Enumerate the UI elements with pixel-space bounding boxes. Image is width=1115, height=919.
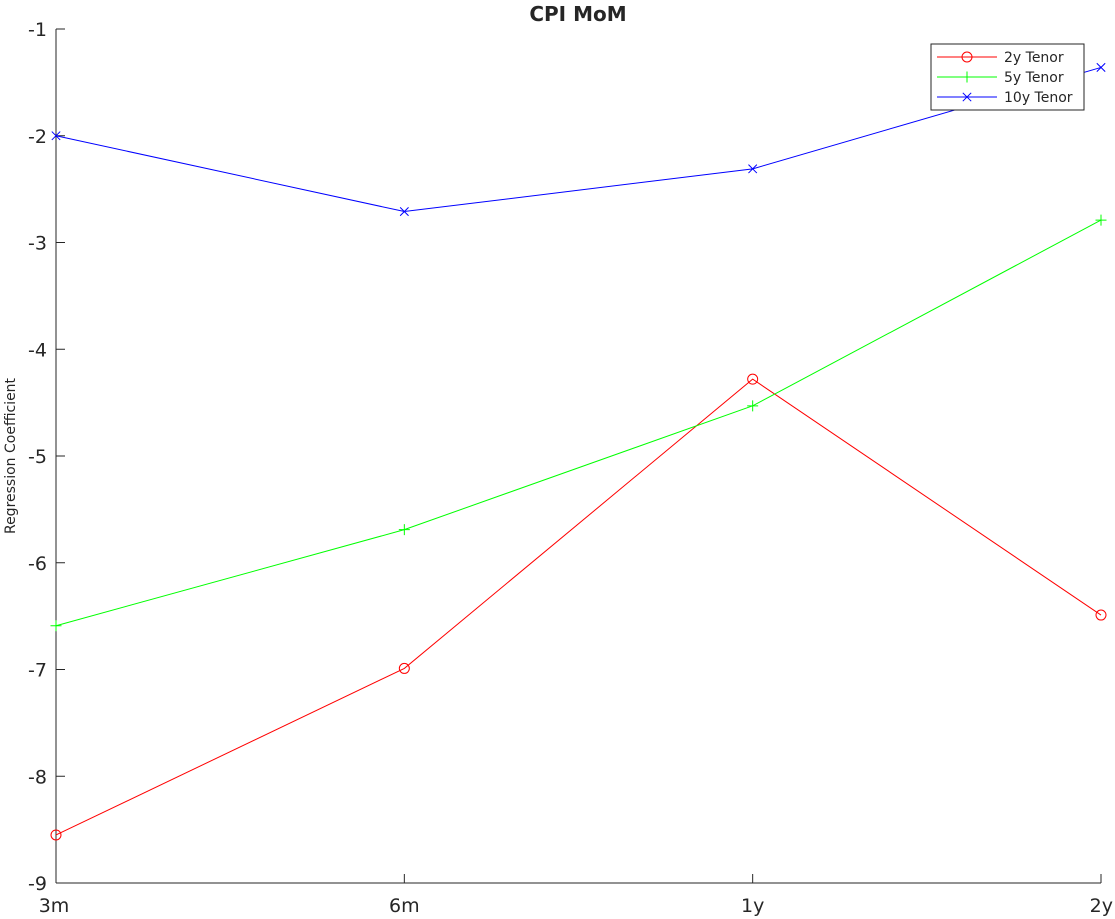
y-tick-label: -5 <box>28 446 47 468</box>
data-point-2y-tenor <box>50 829 62 841</box>
y-tick-label: -6 <box>28 553 47 575</box>
legend-marker-2y-tenor <box>961 51 973 63</box>
x-tick-label: 6m <box>389 895 420 917</box>
data-point-10y-tenor <box>51 131 61 141</box>
series-10y-tenor <box>51 62 1106 217</box>
legend-label-5y-tenor: 5y Tenor <box>1004 70 1064 86</box>
legend-marker-10y-tenor <box>962 92 972 102</box>
axes: -1 -2 -3 -4 -5 -6 -7 -8 -93m 6m 1y 2y <box>28 19 1113 917</box>
series-line-10y-tenor <box>55 66 1102 213</box>
data-point-5y-tenor <box>398 524 410 536</box>
data-point-2y-tenor <box>747 373 759 385</box>
data-point-2y-tenor <box>1095 609 1107 621</box>
y-tick-label: -3 <box>28 233 47 255</box>
data-point-5y-tenor <box>1095 214 1107 226</box>
y-tick-label: -7 <box>28 660 47 682</box>
series-layer <box>50 62 1107 841</box>
x-tick-label: 2y <box>1090 895 1113 917</box>
x-tick-label: 1y <box>741 895 764 917</box>
series-5y-tenor <box>50 214 1107 632</box>
series-2y-tenor <box>50 373 1107 841</box>
legend-label-10y-tenor: 10y Tenor <box>1004 90 1073 106</box>
y-axis-label: Regression Coefficient <box>3 377 19 534</box>
y-tick-label: -1 <box>28 19 47 41</box>
chart-title: CPI MoM <box>529 2 626 26</box>
data-point-10y-tenor <box>399 206 409 217</box>
y-tick-label: -4 <box>28 339 47 361</box>
data-point-10y-tenor <box>748 164 758 174</box>
legend: 2y Tenor 5y Tenor 10y Tenor <box>930 43 1085 111</box>
legend-marker-5y-tenor <box>961 71 973 83</box>
x-tick-label: 3m <box>39 895 70 917</box>
series-line-5y-tenor <box>55 219 1102 627</box>
data-point-5y-tenor <box>747 400 759 412</box>
data-point-2y-tenor <box>398 662 410 674</box>
y-tick-label: -9 <box>28 873 47 895</box>
series-line-2y-tenor <box>55 378 1102 836</box>
data-point-10y-tenor <box>1096 62 1106 72</box>
data-point-5y-tenor <box>50 620 62 632</box>
legend-label-2y-tenor: 2y Tenor <box>1004 50 1064 66</box>
y-tick-label: -2 <box>28 126 47 148</box>
y-tick-label: -8 <box>28 766 47 788</box>
